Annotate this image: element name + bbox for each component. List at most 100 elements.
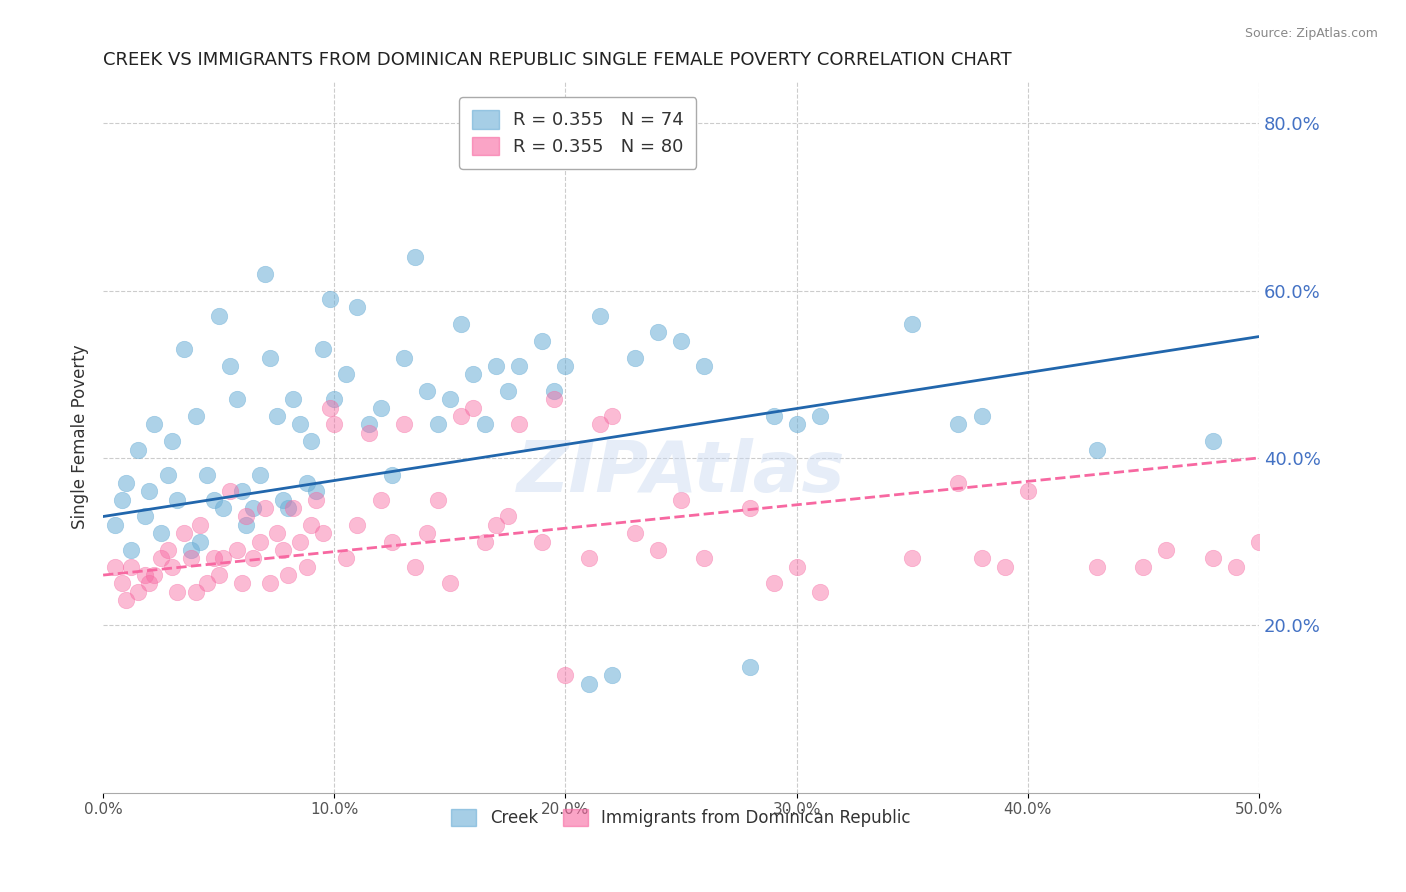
Point <box>1225 559 1247 574</box>
Point <box>578 677 600 691</box>
Point <box>370 492 392 507</box>
Point <box>762 409 785 423</box>
Point <box>149 551 172 566</box>
Point <box>427 492 450 507</box>
Point <box>1085 559 1108 574</box>
Point <box>115 593 138 607</box>
Point <box>120 559 142 574</box>
Point <box>1156 543 1178 558</box>
Point <box>143 417 166 432</box>
Point <box>624 351 647 365</box>
Point <box>138 576 160 591</box>
Point <box>242 551 264 566</box>
Point <box>295 476 318 491</box>
Point <box>669 492 692 507</box>
Point <box>381 467 404 482</box>
Point <box>392 351 415 365</box>
Point <box>180 543 202 558</box>
Point <box>404 559 426 574</box>
Point <box>138 484 160 499</box>
Point <box>259 351 281 365</box>
Point <box>149 526 172 541</box>
Point <box>208 309 231 323</box>
Point <box>357 425 380 440</box>
Point <box>346 300 368 314</box>
Point <box>281 501 304 516</box>
Point <box>762 576 785 591</box>
Point <box>461 401 484 415</box>
Point <box>381 534 404 549</box>
Point <box>312 342 335 356</box>
Point <box>318 401 340 415</box>
Point <box>277 568 299 582</box>
Point <box>335 551 357 566</box>
Point <box>273 543 295 558</box>
Point <box>184 584 207 599</box>
Point <box>259 576 281 591</box>
Point <box>156 543 179 558</box>
Point <box>235 509 257 524</box>
Point <box>318 292 340 306</box>
Point <box>901 551 924 566</box>
Point <box>335 368 357 382</box>
Point <box>416 384 439 398</box>
Point <box>231 484 253 499</box>
Point <box>253 267 276 281</box>
Point <box>226 543 249 558</box>
Point <box>392 417 415 432</box>
Point <box>669 334 692 348</box>
Point <box>439 576 461 591</box>
Point <box>485 359 508 373</box>
Point <box>624 526 647 541</box>
Point <box>1202 434 1225 449</box>
Point <box>173 342 195 356</box>
Point <box>226 392 249 407</box>
Point <box>693 551 716 566</box>
Point <box>253 501 276 516</box>
Point <box>208 568 231 582</box>
Text: Source: ZipAtlas.com: Source: ZipAtlas.com <box>1244 27 1378 40</box>
Point <box>180 551 202 566</box>
Point <box>647 543 669 558</box>
Point <box>312 526 335 541</box>
Point <box>970 551 993 566</box>
Point <box>474 534 496 549</box>
Point <box>600 409 623 423</box>
Point <box>277 501 299 516</box>
Point <box>202 551 225 566</box>
Point <box>173 526 195 541</box>
Point <box>219 484 242 499</box>
Point <box>266 526 288 541</box>
Point <box>120 543 142 558</box>
Point <box>485 517 508 532</box>
Point <box>404 250 426 264</box>
Point <box>740 660 762 674</box>
Point <box>531 334 554 348</box>
Point <box>162 559 184 574</box>
Point <box>134 509 156 524</box>
Point <box>1202 551 1225 566</box>
Point <box>970 409 993 423</box>
Point <box>305 484 328 499</box>
Point <box>496 384 519 398</box>
Point <box>948 417 970 432</box>
Point <box>578 551 600 566</box>
Point <box>305 492 328 507</box>
Point <box>127 442 149 457</box>
Point <box>474 417 496 432</box>
Point <box>450 317 472 331</box>
Point <box>249 467 271 482</box>
Point <box>115 476 138 491</box>
Point <box>808 409 831 423</box>
Point <box>288 534 311 549</box>
Point <box>450 409 472 423</box>
Point <box>281 392 304 407</box>
Point <box>104 517 127 532</box>
Point <box>231 576 253 591</box>
Point <box>249 534 271 549</box>
Point <box>808 584 831 599</box>
Point <box>786 417 808 432</box>
Point <box>127 584 149 599</box>
Point <box>295 559 318 574</box>
Point <box>299 434 322 449</box>
